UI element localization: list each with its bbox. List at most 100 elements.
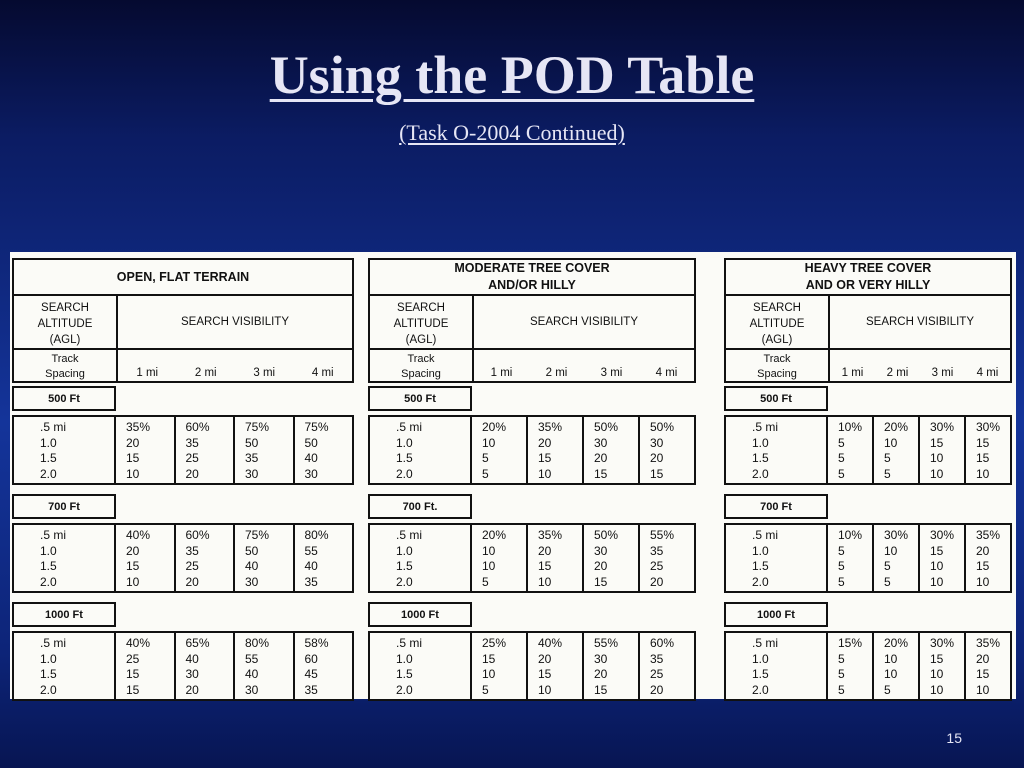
visibility-column-label: 3 mi	[931, 367, 954, 379]
pod-value: 30	[245, 466, 259, 481]
terrain-header: OPEN, FLAT TERRAIN	[12, 258, 354, 296]
pod-value: 15	[930, 651, 944, 666]
pod-column: 35% 20 15 10	[116, 417, 176, 483]
pod-value: 25%	[482, 636, 507, 650]
track-spacing-value: .5 mi	[752, 636, 779, 650]
pod-value: 15	[976, 435, 990, 450]
pod-value: 80%	[245, 636, 270, 650]
search-altitude-line: SEARCH	[397, 302, 445, 314]
pod-value: 50	[245, 435, 259, 450]
pod-column: 10% 5 5 5	[828, 417, 874, 483]
pod-column: 50% 30 20 15	[640, 417, 694, 483]
track-spacing-value: .5 mi	[396, 636, 423, 650]
pod-column: 50% 30 20 15	[584, 525, 640, 591]
track-spacing-value: 1.0	[752, 435, 769, 450]
pod-column: 35% 20 15 10	[528, 417, 584, 483]
pod-value: 20	[538, 651, 552, 666]
pod-table-image: OPEN, FLAT TERRAIN SEARCH ALTITUDE (AGL) Tra…	[10, 252, 1016, 701]
track-spacing-column: .5 mi 1.0 1.5 2.0	[370, 417, 472, 483]
search-altitude-line: ALTITUDE	[37, 318, 93, 330]
pod-value: 20	[538, 435, 552, 450]
pod-value: 10	[884, 651, 898, 666]
search-altitude-header: SEARCH ALTITUDE (AGL)	[14, 296, 118, 350]
pod-column: 30% 15 15 10	[966, 417, 1010, 483]
search-altitude-line: (AGL)	[405, 334, 437, 346]
pod-value: 10	[538, 574, 552, 589]
pod-value: 10	[538, 466, 552, 481]
pod-value: 50	[245, 543, 259, 558]
pod-value: 10	[930, 466, 944, 481]
column-header: SEARCH ALTITUDE (AGL) Track Spacing SEARCH VI…	[724, 294, 1012, 383]
pod-value: 30	[245, 574, 259, 589]
visibility-column-label: 2 mi	[886, 367, 909, 379]
pod-value: 58%	[304, 636, 329, 650]
pod-value: 5	[838, 682, 845, 697]
page-number: 15	[946, 730, 962, 746]
pod-column: 40% 25 15 15	[116, 633, 176, 699]
pod-column: 35% 20 15 10	[966, 525, 1010, 591]
track-spacing-value: .5 mi	[396, 420, 423, 434]
search-visibility-header: SEARCH VISIBILITY	[474, 296, 694, 350]
pod-value: 40	[245, 667, 259, 681]
terrain-label-line: OPEN, FLAT TERRAIN	[116, 269, 250, 284]
pod-value: 75%	[245, 528, 270, 542]
terrain-label-line: MODERATE TREE COVER	[454, 261, 610, 275]
pod-value: 5	[838, 559, 845, 573]
pod-value: 35%	[976, 636, 1001, 650]
terrain-label: HEAVY TREE COVER AND OR VERY HILLY	[805, 260, 932, 294]
terrain-label-line: AND OR VERY HILLY	[805, 278, 931, 292]
pod-value: 25	[650, 559, 664, 573]
pod-value: 10	[930, 451, 944, 465]
track-spacing-value: 2.0	[752, 682, 769, 697]
pod-value: 15	[930, 435, 944, 450]
track-spacing-value: .5 mi	[40, 420, 67, 434]
pod-value: 5	[838, 667, 845, 681]
pod-value: 10	[884, 543, 898, 558]
pod-column: 10% 5 5 5	[828, 525, 874, 591]
pod-column: 30% 15 10 10	[920, 525, 966, 591]
track-spacing-value: 1.0	[396, 543, 413, 558]
track-spacing-value: .5 mi	[752, 528, 779, 542]
pod-column: 40% 20 15 10	[528, 633, 584, 699]
altitude-label: 700 Ft.	[368, 494, 472, 519]
terrain-header: HEAVY TREE COVER AND OR VERY HILLY	[724, 258, 1012, 296]
pod-value: 15	[126, 559, 140, 573]
pod-column: 20% 10 5 5	[472, 417, 528, 483]
search-altitude-line: (AGL)	[49, 334, 81, 346]
pod-value: 15	[126, 667, 140, 681]
pod-value: 15	[594, 466, 608, 481]
visibility-columns: 1 mi 2 mi 3 mi 4 mi	[118, 350, 352, 383]
pod-value: 20	[594, 451, 608, 465]
track-spacing-header: Track Spacing	[14, 350, 118, 383]
pod-value: 35%	[538, 528, 563, 542]
pod-value: 10%	[838, 420, 863, 434]
pod-value: 35	[304, 682, 318, 697]
pod-panel: HEAVY TREE COVER AND OR VERY HILLY SEARCH A…	[724, 258, 1012, 701]
track-spacing-value: .5 mi	[40, 636, 67, 650]
track-spacing-value: 2.0	[396, 682, 413, 697]
pod-value: 35	[185, 435, 199, 450]
track-spacing-line: Track	[51, 353, 79, 365]
pod-value: 10	[538, 682, 552, 697]
visibility-column-label: 3 mi	[253, 367, 276, 379]
pod-value: 25	[185, 451, 199, 465]
track-spacing-value: 2.0	[40, 466, 57, 481]
pod-column: 65% 40 30 20	[176, 633, 235, 699]
track-spacing-column: .5 mi 1.0 1.5 2.0	[14, 525, 116, 591]
pod-column: 20% 10 5 5	[874, 417, 920, 483]
altitude-label: 1000 Ft	[368, 602, 472, 627]
pod-value: 40%	[538, 636, 563, 650]
track-spacing-value: 2.0	[752, 466, 769, 481]
pod-value: 10	[482, 543, 496, 558]
pod-value: 10	[930, 559, 944, 573]
pod-value: 20	[650, 574, 664, 589]
terrain-header: MODERATE TREE COVER AND/OR HILLY	[368, 258, 696, 296]
pod-column: 25% 15 10 5	[472, 633, 528, 699]
pod-column: 50% 30 20 15	[584, 417, 640, 483]
pod-value: 5	[838, 574, 845, 589]
pod-value: 10	[126, 466, 140, 481]
track-spacing-column: .5 mi 1.0 1.5 2.0	[370, 525, 472, 591]
pod-panel: MODERATE TREE COVER AND/OR HILLY SEARCH ALT…	[368, 258, 696, 701]
visibility-column-label: 4 mi	[976, 367, 999, 379]
pod-value: 10	[930, 574, 944, 589]
